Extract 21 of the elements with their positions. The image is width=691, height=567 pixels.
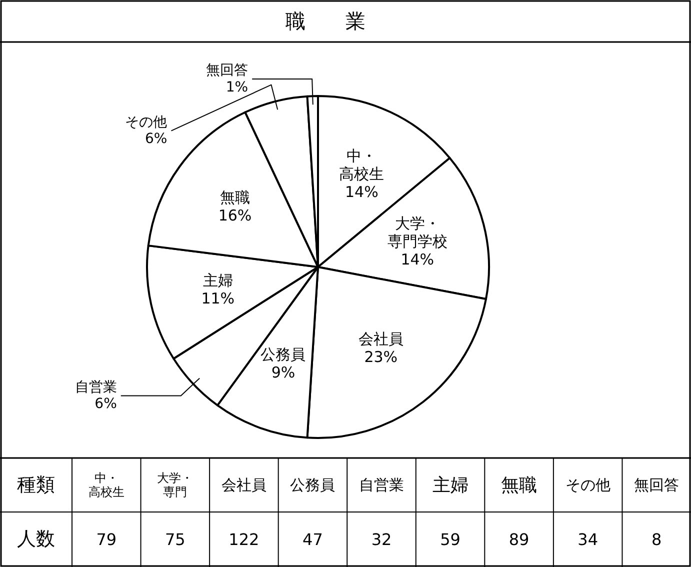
table-head: その他 (565, 476, 610, 494)
data-label: 8 (652, 530, 662, 548)
data-label: 89 (508, 530, 530, 548)
table-head: 自営業 (359, 476, 404, 494)
data-label: 79 (96, 530, 117, 548)
table-head: 主婦 (432, 474, 468, 496)
table-head: 大学・専門 (157, 470, 194, 500)
data-label: 32 (371, 530, 392, 548)
data-label: 47 (302, 530, 323, 548)
table-head: 種類 (17, 474, 55, 496)
data-label: 75 (164, 530, 186, 548)
table-head: 無回答 (634, 476, 680, 494)
title: 職業 (286, 9, 406, 33)
table-head: 無職 (501, 474, 538, 496)
table-head: 人数 (17, 528, 55, 550)
table-head: 中・高校生 (88, 470, 124, 500)
table-head: 公務員 (290, 476, 336, 494)
table-head: 会社員 (221, 476, 266, 494)
data-label: 34 (578, 530, 598, 548)
data-label: 59 (440, 530, 460, 548)
data-label: 122 (228, 530, 260, 548)
